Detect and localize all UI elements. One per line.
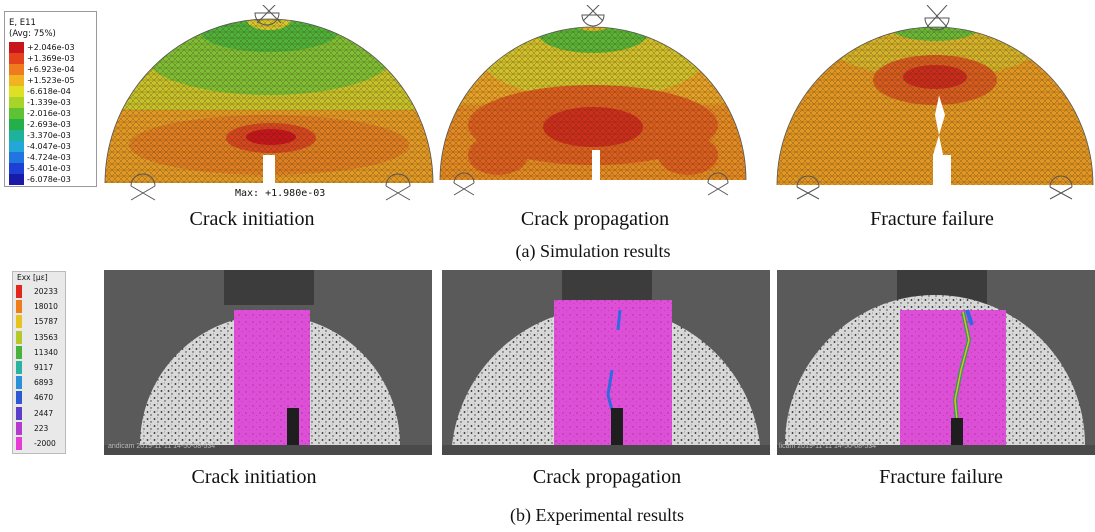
sim-legend-value: +2.046e-03 — [27, 43, 75, 52]
exp-legend-value: 18010 — [34, 302, 58, 312]
experimental-legend: Exx [µε] 20233 18010 15787 13563 11340 9117 68… — [12, 271, 66, 454]
sim-legend-swatch — [9, 152, 24, 163]
exp-legend-swatch — [16, 285, 22, 298]
sim-legend-value: -4.724e-03 — [27, 153, 71, 162]
sim-legend-item: -4.724e-03 — [9, 152, 71, 163]
sim-panel-crack-initiation — [104, 5, 434, 201]
sim-legend-value: -5.401e-03 — [27, 164, 71, 173]
exp-legend-item: 9117 — [16, 361, 53, 374]
sim-legend-swatch — [9, 75, 24, 86]
exp-legend-item: 15787 — [16, 315, 58, 329]
sim-legend-item: +2.046e-03 — [9, 42, 75, 53]
exp-legend-item: -2000 — [16, 437, 56, 450]
exp-legend-swatch — [16, 421, 22, 435]
exp-legend-item: 4670 — [16, 391, 54, 405]
max-value-label: Max: +1.980e-03 — [235, 188, 326, 199]
sim-legend-swatch — [9, 64, 24, 75]
sim-legend-item: -2.016e-03 — [9, 108, 71, 119]
exp-legend-swatch — [16, 345, 22, 359]
camera-timestamp-2: licam 2019-11-11 14-50-08-534 — [779, 443, 877, 450]
sim-legend-swatch — [9, 108, 24, 119]
camera-timestamp-1: andicam 2019-11-11 14-50-08-534 — [108, 443, 216, 450]
sim-panel-crack-propagation — [439, 5, 747, 196]
sim-panel-fracture-failure — [776, 5, 1094, 200]
exp-caption-1: Crack initiation — [191, 466, 317, 488]
experimental-legend-title: Exx [µε] — [17, 273, 48, 282]
exp-legend-item: 2447 — [16, 406, 54, 420]
exp-legend-item: 18010 — [16, 300, 58, 314]
exp-caption-2: Crack propagation — [532, 466, 682, 488]
sim-legend-item: +1.523e-05 — [9, 75, 75, 86]
exp-legend-value: 223 — [34, 423, 49, 433]
exp-legend-swatch — [16, 376, 22, 390]
sim-legend-item: +6.923e-04 — [9, 64, 75, 75]
exp-legend-value: 15787 — [34, 317, 58, 327]
sim-legend-item: -1.339e-03 — [9, 97, 71, 108]
sim-legend-value: -2.693e-03 — [27, 120, 71, 129]
sim-legend-value: -6.618e-04 — [27, 87, 71, 96]
exp-legend-value: -2000 — [34, 439, 56, 448]
sim-legend-value: -3.370e-03 — [27, 131, 71, 140]
exp-legend-value: 2447 — [34, 408, 54, 418]
sim-legend-value: -6.078e-03 — [27, 175, 71, 184]
exp-photo-fracture-failure — [777, 270, 1095, 455]
exp-legend-swatch — [16, 315, 22, 329]
exp-legend-item: 20233 — [16, 285, 58, 298]
sim-legend-item: -6.078e-03 — [9, 174, 71, 185]
sim-legend-swatch — [9, 163, 24, 174]
sim-legend-value: -1.339e-03 — [27, 98, 71, 107]
sim-caption-2: Crack propagation — [520, 208, 670, 230]
simulation-legend: E, E11 (Avg: 75%) +2.046e-03 +1.369e-03 +6… — [4, 11, 97, 187]
sim-legend-item: +1.369e-03 — [9, 53, 75, 64]
sim-legend-item: -4.047e-03 — [9, 141, 71, 152]
exp-legend-value: 9117 — [34, 363, 54, 372]
sim-legend-value: -4.047e-03 — [27, 142, 71, 151]
sim-legend-item: -2.693e-03 — [9, 119, 71, 130]
sim-legend-value: +6.923e-04 — [27, 65, 75, 74]
exp-legend-item: 11340 — [16, 345, 58, 359]
exp-legend-swatch — [16, 391, 22, 405]
simulation-title: (a) Simulation results — [515, 241, 671, 261]
sim-legend-swatch — [9, 86, 24, 97]
exp-photo-crack-initiation — [104, 270, 432, 455]
exp-legend-value: 11340 — [34, 347, 58, 357]
experimental-title: (b) Experimental results — [510, 505, 684, 525]
sim-caption-1: Crack initiation — [189, 208, 315, 230]
sim-legend-swatch — [9, 119, 24, 130]
sim-legend-value: +1.369e-03 — [27, 54, 75, 63]
simulation-legend-title: E, E11 — [9, 18, 36, 28]
sim-legend-item: -5.401e-03 — [9, 163, 71, 174]
sim-legend-value: -2.016e-03 — [27, 109, 71, 118]
sim-caption-3: Fracture failure — [870, 208, 994, 230]
exp-photo-crack-propagation — [442, 270, 770, 455]
exp-legend-swatch — [16, 437, 22, 450]
exp-caption-3: Fracture failure — [879, 466, 1003, 488]
exp-legend-swatch — [16, 330, 22, 344]
exp-legend-swatch — [16, 361, 22, 374]
sim-legend-swatch — [9, 53, 24, 64]
sim-legend-swatch — [9, 42, 24, 53]
sim-legend-value: +1.523e-05 — [27, 76, 75, 85]
sim-legend-swatch — [9, 130, 24, 141]
exp-legend-value: 4670 — [34, 393, 54, 403]
sim-legend-swatch — [9, 174, 24, 185]
exp-legend-value: 6893 — [34, 378, 54, 388]
exp-legend-swatch — [16, 300, 22, 314]
exp-legend-value: 20233 — [34, 287, 58, 296]
exp-legend-item: 13563 — [16, 330, 58, 344]
exp-legend-value: 13563 — [34, 332, 58, 342]
sim-legend-item: -3.370e-03 — [9, 130, 71, 141]
sim-legend-swatch — [9, 97, 24, 108]
simulation-legend-subtitle: (Avg: 75%) — [9, 29, 56, 39]
sim-legend-swatch — [9, 141, 24, 152]
sim-legend-item: -6.618e-04 — [9, 86, 71, 97]
exp-legend-swatch — [16, 406, 22, 420]
exp-legend-item: 223 — [16, 421, 49, 435]
exp-legend-item: 6893 — [16, 376, 54, 390]
